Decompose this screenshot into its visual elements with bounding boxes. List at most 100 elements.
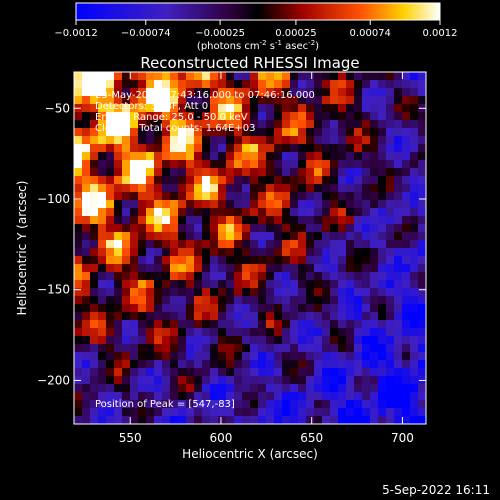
heatmap-cell [162, 256, 171, 265]
heatmap-cell [298, 280, 307, 289]
heatmap-cell [226, 160, 235, 169]
heatmap-cell [266, 408, 275, 417]
heatmap-cell [410, 128, 419, 137]
heatmap-cell [402, 368, 411, 377]
heatmap-cell [194, 144, 203, 153]
heatmap-cell [138, 112, 147, 121]
heatmap-cell [394, 320, 403, 329]
heatmap-cell [178, 312, 187, 321]
heatmap-cell [346, 336, 355, 345]
heatmap-cell [258, 80, 267, 89]
heatmap-cell [106, 312, 115, 321]
heatmap-cell [298, 288, 307, 297]
heatmap-cell [90, 144, 99, 153]
heatmap-cell [418, 96, 426, 105]
heatmap-cell [234, 240, 243, 249]
heatmap-cell [226, 88, 235, 97]
heatmap-cell [98, 168, 107, 177]
heatmap-cell [362, 328, 371, 337]
heatmap-cell [202, 400, 211, 409]
heatmap-cell [242, 112, 251, 121]
heatmap-cell [282, 344, 291, 353]
heatmap-cell [322, 336, 331, 345]
heatmap-cell [402, 384, 411, 393]
heatmap-cell [138, 232, 147, 241]
heatmap-cell [282, 152, 291, 161]
heatmap-cell [346, 160, 355, 169]
heatmap-image [74, 72, 426, 424]
heatmap-cell [386, 72, 395, 81]
heatmap-cell [322, 248, 331, 257]
heatmap-cell [314, 256, 323, 265]
heatmap-cell [298, 240, 307, 249]
heatmap-cell [90, 168, 99, 177]
heatmap-cell [130, 384, 139, 393]
heatmap-cell [378, 304, 387, 313]
heatmap-cell [378, 288, 387, 297]
heatmap-cell [402, 80, 411, 89]
heatmap-cell [306, 304, 315, 313]
heatmap-cell [290, 144, 299, 153]
heatmap-cell [122, 72, 131, 81]
heatmap-cell [146, 144, 155, 153]
heatmap-cell [314, 352, 323, 361]
heatmap-cell [362, 352, 371, 361]
heatmap-cell [394, 200, 403, 209]
heatmap-cell [354, 280, 363, 289]
heatmap-cell [90, 248, 99, 257]
heatmap-cell [106, 80, 115, 89]
heatmap-cell [122, 144, 131, 153]
heatmap-cell [178, 272, 187, 281]
heatmap-cell [290, 176, 299, 185]
heatmap-cell [82, 224, 91, 233]
heatmap-cell [218, 184, 227, 193]
heatmap-cell [354, 72, 363, 81]
heatmap-cell [226, 328, 235, 337]
heatmap-cell [122, 192, 131, 201]
heatmap-cell [370, 352, 379, 361]
heatmap-cell [322, 144, 331, 153]
heatmap-cell [378, 240, 387, 249]
heatmap-cell [258, 112, 267, 121]
heatmap-cell [162, 152, 171, 161]
heatmap-cell [394, 184, 403, 193]
heatmap-cell [138, 400, 147, 409]
heatmap-cell [194, 160, 203, 169]
heatmap-cell [386, 248, 395, 257]
heatmap-cell [138, 72, 147, 81]
heatmap-cell [266, 128, 275, 137]
heatmap-cell [138, 280, 147, 289]
heatmap-cell [266, 176, 275, 185]
heatmap-cell [162, 376, 171, 385]
heatmap-cell [146, 120, 155, 129]
heatmap-cell [370, 192, 379, 201]
heatmap-cell [266, 272, 275, 281]
heatmap-cell [170, 320, 179, 329]
heatmap-cell [290, 128, 299, 137]
heatmap-cell [82, 240, 91, 249]
heatmap-cell [226, 168, 235, 177]
heatmap-cell [378, 224, 387, 233]
heatmap-cell [378, 312, 387, 321]
heatmap-cell [386, 408, 395, 417]
heatmap-cell [266, 152, 275, 161]
heatmap-cell [154, 72, 163, 81]
heatmap-cell [114, 264, 123, 273]
heatmap-cell [98, 400, 107, 409]
heatmap-cell [322, 96, 331, 105]
heatmap-cell [314, 136, 323, 145]
heatmap-cell [138, 176, 147, 185]
heatmap-cell [154, 80, 163, 89]
heatmap-cell [170, 232, 179, 241]
heatmap-cell [402, 392, 411, 401]
colorbar-tick-label: 0.00074 [350, 28, 391, 39]
heatmap-cell [114, 184, 123, 193]
heatmap-cell [290, 152, 299, 161]
heatmap-cell [178, 144, 187, 153]
heatmap-cell [266, 256, 275, 265]
heatmap-cell [178, 264, 187, 273]
heatmap-cell [338, 88, 347, 97]
heatmap-cell [370, 312, 379, 321]
heatmap-cell [138, 224, 147, 233]
heatmap-cell [298, 400, 307, 409]
